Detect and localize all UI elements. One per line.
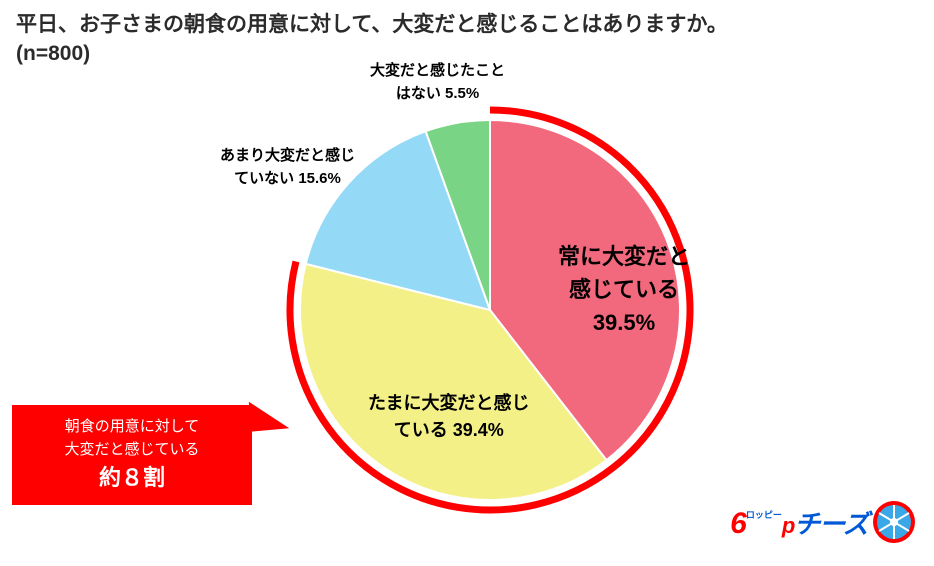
slice-label: たまに大変だと感じている 39.4% — [368, 390, 529, 444]
pie-chart: 常に大変だと感じている39.5%たまに大変だと感じている 39.4%あまり大変だ… — [280, 70, 700, 490]
callout-tail — [249, 398, 289, 431]
callout-line-2: 大変だと感じている — [64, 439, 199, 462]
callout-line-1: 朝食の用意に対して — [65, 416, 200, 439]
slice-label: 大変だと感じたことはない 5.5% — [370, 60, 505, 105]
title-line-1: 平日、お子さまの朝食の用意に対して、大変だと感じることはありますか。 — [16, 13, 728, 36]
logo-six: 6 — [730, 507, 746, 540]
brand-logo: 6ロッピーpチーズ — [730, 500, 916, 544]
logo-ruby: ロッピー — [746, 508, 782, 521]
cheese-wheel-icon — [872, 500, 916, 544]
callout-box: 朝食の用意に対して 大変だと感じている 約８割 — [12, 405, 252, 505]
slice-label: 常に大変だと感じている39.5% — [558, 240, 690, 339]
slice-label: あまり大変だと感じていない 15.6% — [220, 145, 355, 190]
logo-cheese: チーズ — [794, 509, 868, 539]
callout-big: 約８割 — [99, 461, 165, 494]
title-line-2: (n=800) — [16, 42, 90, 65]
logo-text: 6ロッピーpチーズ — [730, 504, 868, 541]
logo-p: p — [782, 513, 794, 538]
